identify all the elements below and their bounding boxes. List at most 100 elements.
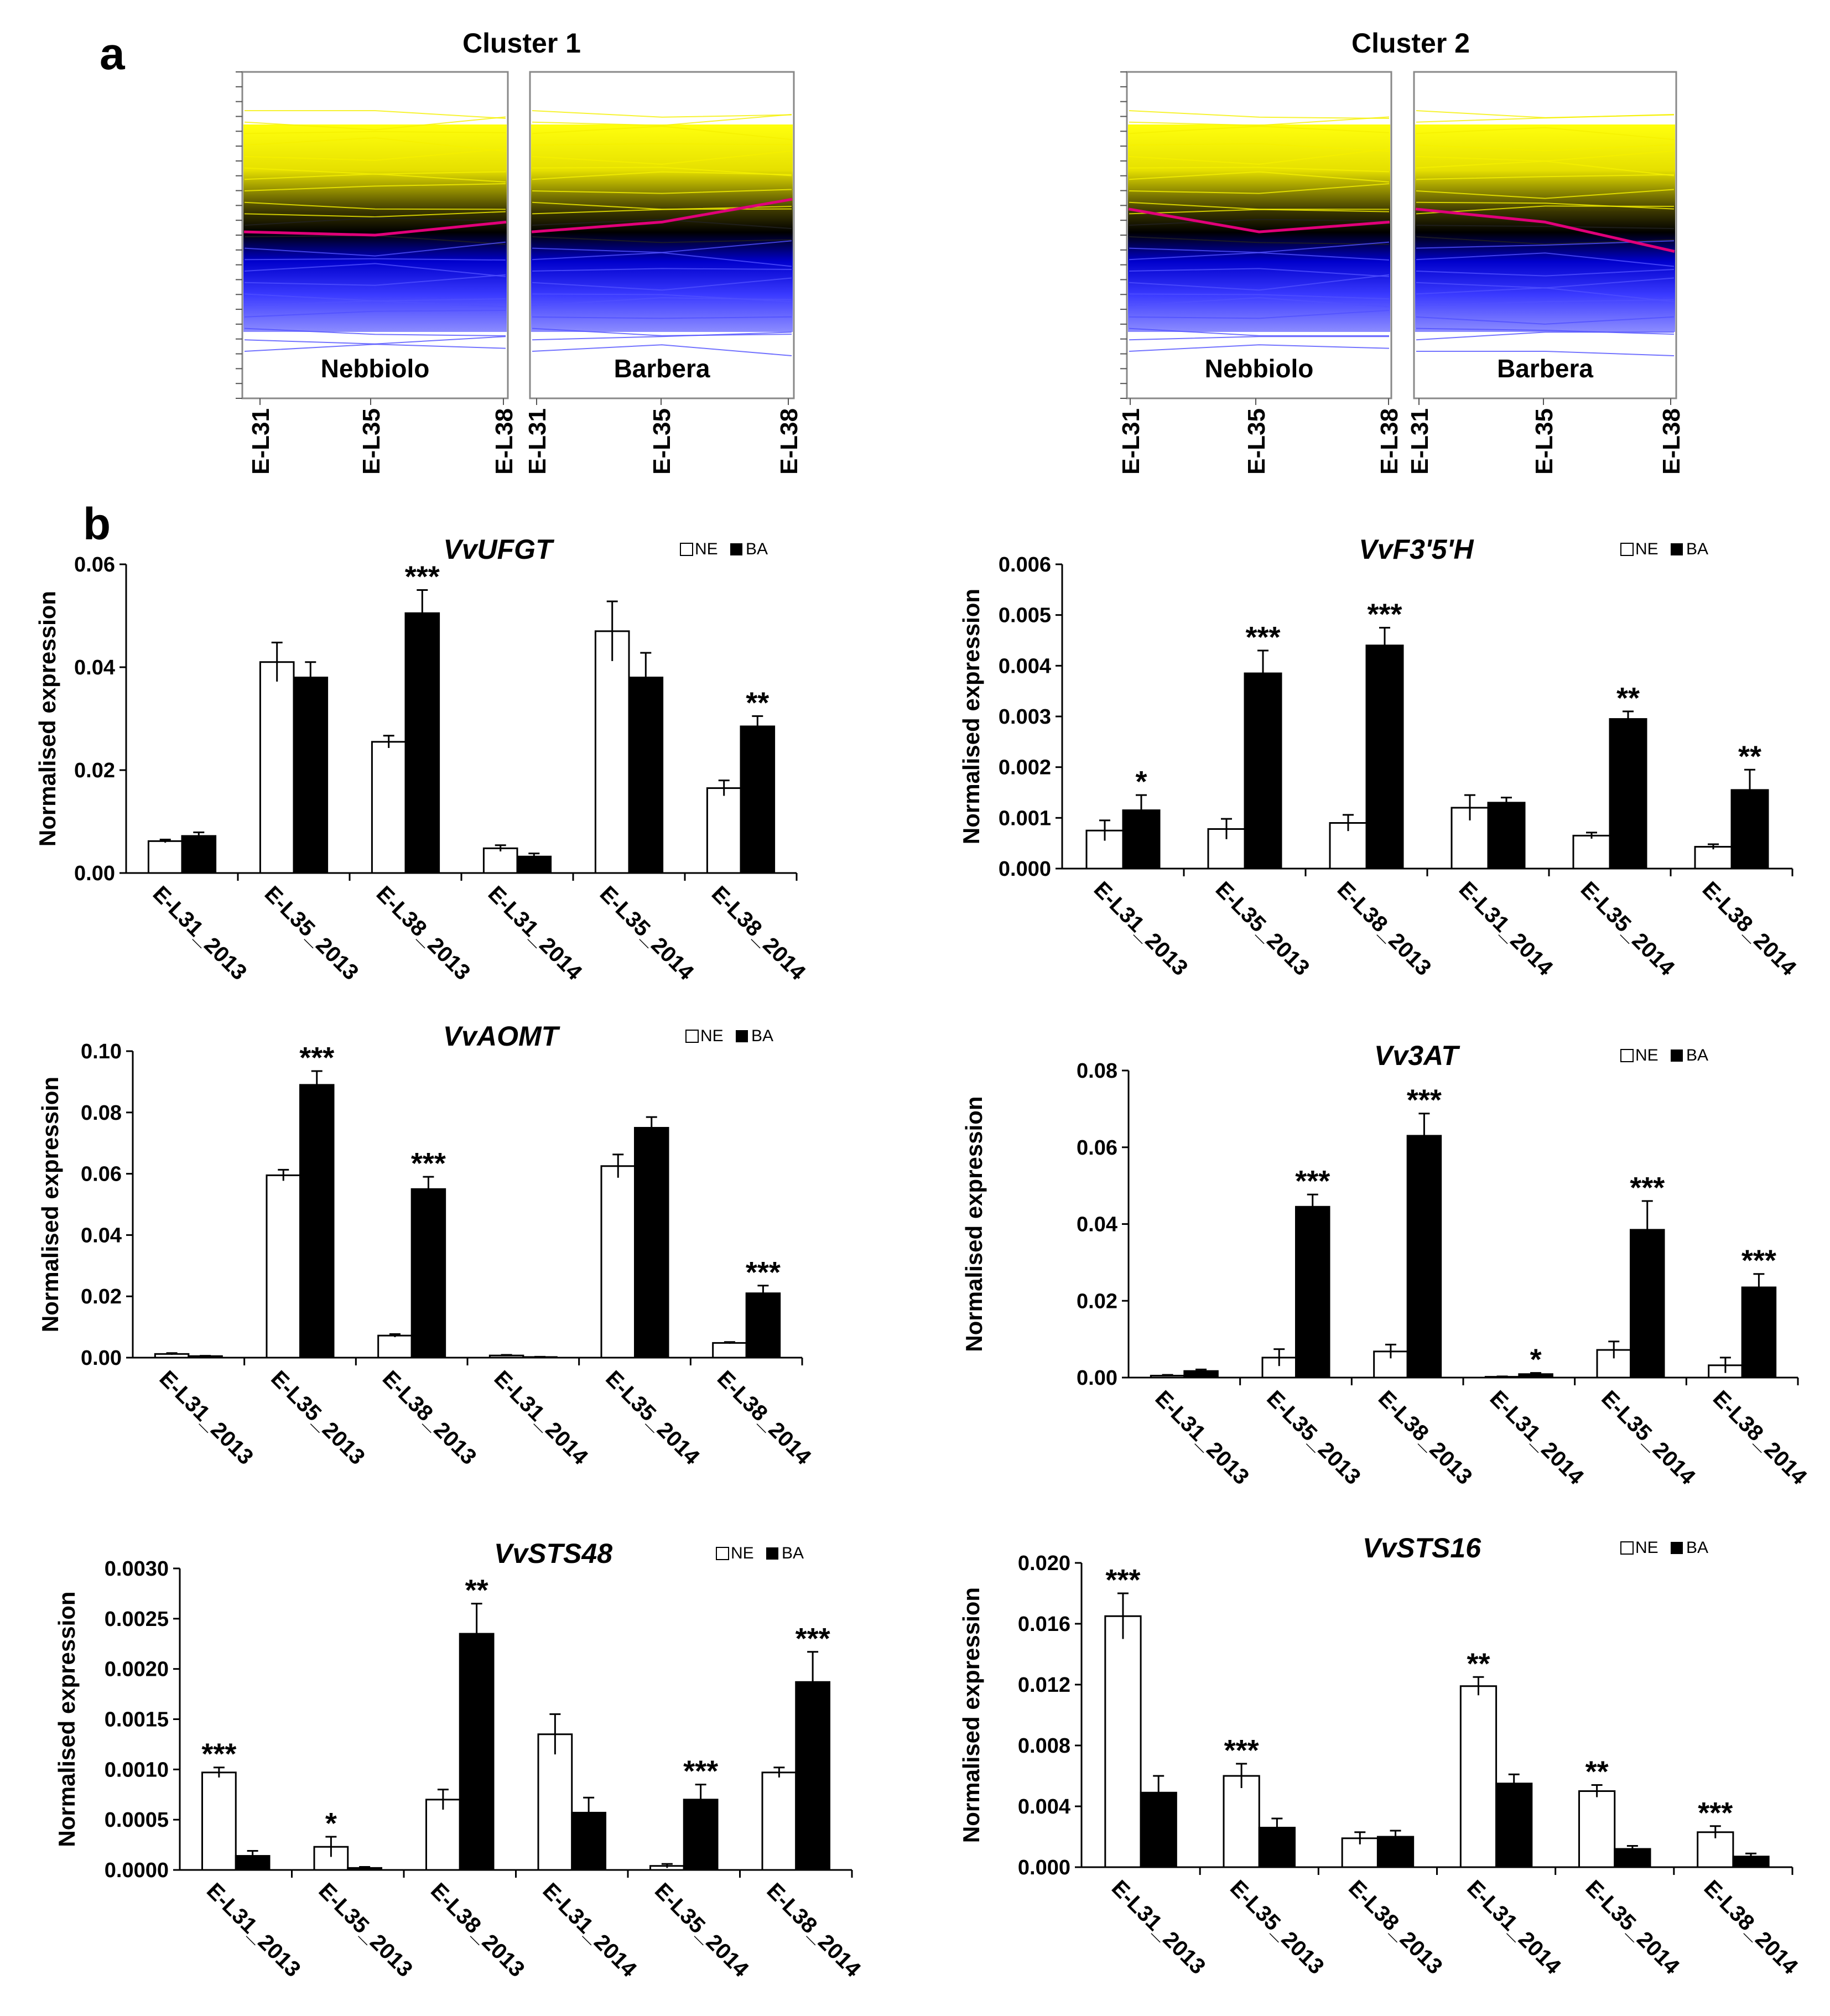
stage-label: E-L35 — [358, 408, 385, 475]
y-tick-label: 0.000 — [999, 858, 1051, 881]
y-axis-label: Normalised expression — [958, 589, 984, 844]
category-label: E-L38_2013 — [1333, 877, 1436, 980]
legend-label-ba: BA — [751, 1027, 773, 1045]
y-axis-label: Normalised expression — [958, 1587, 984, 1843]
y-tick-label: 0.08 — [1077, 1059, 1117, 1083]
cultivar-label: Nebbiolo — [1205, 354, 1314, 383]
profile-line — [532, 143, 792, 146]
bar-ba — [740, 725, 776, 874]
category-label: E-L31_2013 — [148, 881, 252, 985]
profile-line — [1416, 189, 1675, 199]
profile-line — [1129, 236, 1390, 245]
cluster-subplot: Nebbiolo E-L31 E-L35 E-L38 — [236, 71, 518, 475]
significance-label: *** — [1367, 598, 1402, 631]
bar-chart-3: VvAOMT NE BA 0.00 0.02 0.04 0.06 0.08 0.10 Normal… — [37, 1021, 816, 1470]
y-tick-label: 0.0005 — [105, 1809, 169, 1832]
chart-title: Vv3AT — [1374, 1040, 1460, 1071]
legend-label-ba: BA — [1686, 1046, 1708, 1064]
legend: NE BA — [1620, 540, 1708, 558]
chart-title: VvSTS48 — [494, 1538, 612, 1569]
category-label: E-L38_2014 — [1698, 877, 1801, 980]
profile-line — [1129, 297, 1390, 308]
bar-chart-2: VvF3'5'H NE BA 0.000 0.001 0.002 0.003 0.004 0.0… — [958, 534, 1801, 981]
y-tick-label: 0.012 — [1018, 1674, 1070, 1697]
bar-chart-4: Vv3AT NE BA 0.00 0.02 0.04 0.06 0.08 Normalised … — [961, 1040, 1812, 1490]
bar-ne — [706, 787, 742, 874]
significance-label: * — [1530, 1343, 1542, 1376]
category-label: E-L38_2013 — [372, 881, 475, 985]
category-label: E-L31_2013 — [154, 1366, 258, 1469]
cluster-subplot: Barbera E-L31 E-L35 E-L38 — [1406, 71, 1685, 475]
significance-label: *** — [1407, 1084, 1442, 1117]
y-tick-label: 0.003 — [999, 705, 1051, 729]
bar-ne — [537, 1733, 573, 1871]
bar-ba — [410, 1188, 446, 1359]
legend-label-ne: NE — [1635, 1046, 1659, 1064]
profile-line — [532, 236, 792, 243]
bar-ba — [1609, 718, 1647, 870]
category-label: E-L31_2013 — [1089, 877, 1193, 980]
significance-label: * — [1135, 765, 1147, 798]
stage-label: E-L35 — [1531, 408, 1558, 475]
y-tick-label: 0.06 — [81, 1163, 122, 1186]
profile-line — [1129, 148, 1390, 165]
profile-line — [1129, 252, 1390, 261]
y-tick-label: 0.00 — [74, 862, 115, 885]
bar-chart-1: VvUFGT NE BA 0.00 0.02 0.04 0.06 Normalised exp… — [34, 534, 810, 985]
cluster-subplot: Barbera E-L31 E-L35 E-L38 — [524, 71, 803, 475]
significance-label: *** — [746, 1256, 781, 1289]
profile-line — [1416, 205, 1675, 215]
y-tick-label: 0.002 — [999, 756, 1051, 780]
bar-ne — [600, 1165, 636, 1359]
legend: NE BA — [716, 1544, 804, 1562]
significance-label: *** — [1105, 1563, 1140, 1597]
profile-line — [244, 274, 506, 286]
profile-line — [244, 211, 506, 217]
bar-ba — [634, 1127, 669, 1359]
legend-swatch-ba — [736, 1030, 748, 1042]
y-tick-label: 0.0015 — [105, 1708, 169, 1732]
y-tick-label: 0.02 — [81, 1285, 122, 1308]
profile-line — [1416, 316, 1675, 325]
legend-label-ne: NE — [700, 1027, 724, 1045]
cluster-title: Cluster 2 — [1351, 28, 1470, 59]
significance-label: *** — [796, 1622, 830, 1655]
profile-line — [532, 268, 792, 272]
profile-line — [1129, 219, 1390, 226]
bar-ne — [1223, 1775, 1260, 1868]
category-label: E-L35_2013 — [1262, 1386, 1365, 1489]
y-tick-label: 0.008 — [1018, 1734, 1070, 1758]
profile-line — [1129, 116, 1390, 126]
y-tick-label: 0.00 — [81, 1347, 122, 1370]
bar-ne — [201, 1771, 237, 1871]
significance-label: *** — [1630, 1171, 1665, 1204]
cluster-title: Cluster 1 — [462, 28, 581, 59]
bar-ne — [377, 1334, 413, 1359]
category-label: E-L31_2013 — [202, 1878, 305, 1982]
significance-label: *** — [1224, 1734, 1259, 1767]
profile-line — [244, 300, 506, 308]
bar-ne — [482, 847, 518, 874]
stage-label: E-L38 — [491, 408, 518, 475]
significance-label: ** — [746, 686, 769, 719]
profile-line — [1416, 174, 1675, 180]
profile-line — [532, 150, 792, 165]
y-tick-label: 0.06 — [1077, 1136, 1117, 1160]
stage-label: E-L31 — [524, 408, 551, 475]
significance-label: *** — [683, 1755, 718, 1788]
profile-line — [1129, 293, 1390, 300]
profile-line — [1129, 143, 1390, 152]
y-axis-label: Normalised expression — [961, 1096, 987, 1352]
profile-line — [244, 137, 506, 152]
profile-line — [1129, 336, 1390, 341]
stage-label: E-L38 — [1376, 408, 1403, 475]
category-label: E-L31_2013 — [1107, 1875, 1210, 1979]
profile-line — [244, 344, 506, 352]
significance-label: *** — [405, 560, 440, 594]
profile-line — [532, 219, 792, 230]
category-label: E-L35_2013 — [1225, 1875, 1329, 1979]
category-label: E-L31_2014 — [538, 1878, 641, 1982]
bar-ba — [1487, 802, 1526, 870]
profile-line — [532, 331, 792, 341]
y-tick-label: 0.016 — [1018, 1613, 1070, 1636]
